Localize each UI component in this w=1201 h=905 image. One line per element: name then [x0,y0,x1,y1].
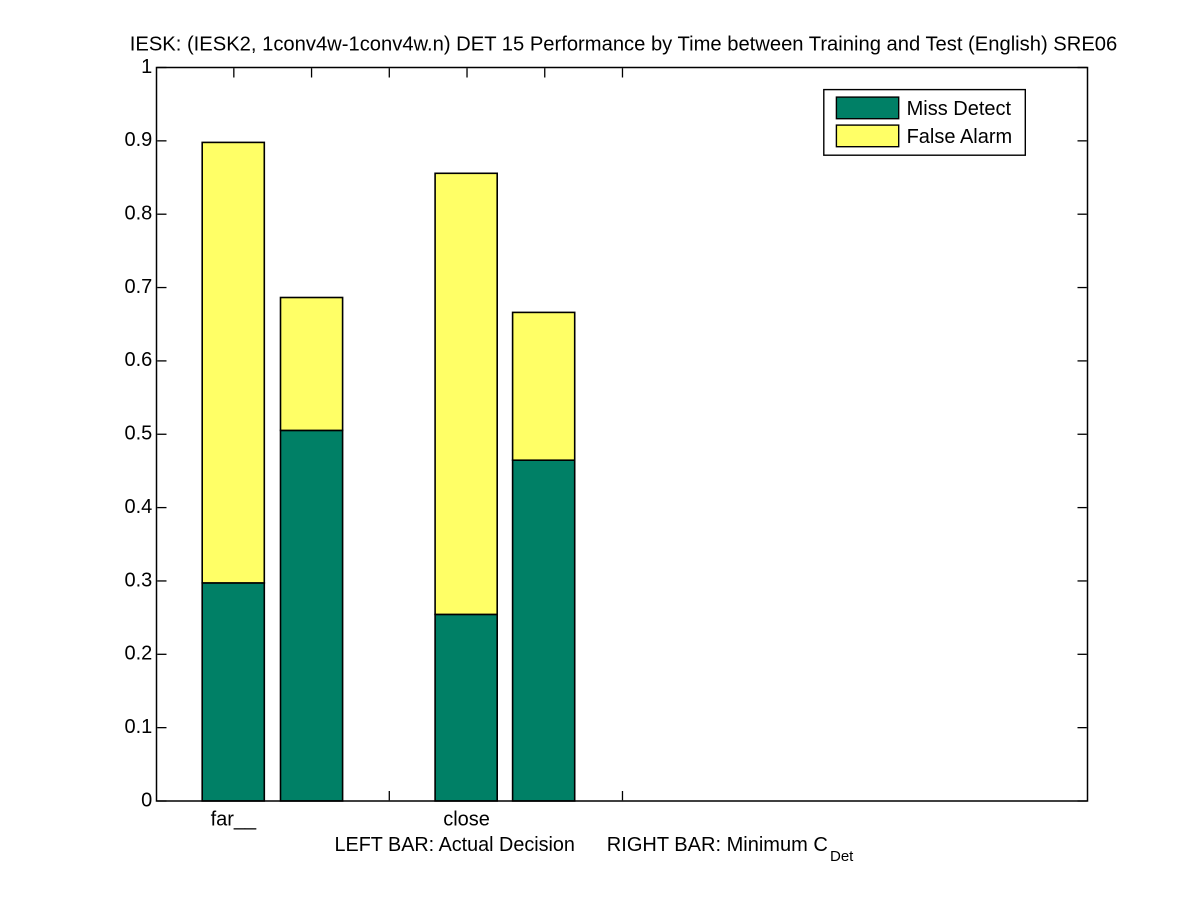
svg-text:0.2: 0.2 [124,643,152,665]
svg-text:far__: far__ [211,809,257,831]
svg-text:close: close [443,809,490,831]
svg-text:0.7: 0.7 [124,276,152,298]
svg-text:0.6: 0.6 [124,349,152,371]
svg-text:0.8: 0.8 [124,203,152,225]
svg-text:RIGHT BAR: Minimum C: RIGHT BAR: Minimum C [607,834,828,856]
svg-text:0.4: 0.4 [124,496,152,518]
svg-text:LEFT BAR: Actual Decision: LEFT BAR: Actual Decision [335,834,575,856]
svg-text:Det: Det [830,848,854,865]
svg-text:IESK: (IESK2, 1conv4w-1conv4w.: IESK: (IESK2, 1conv4w-1conv4w.n) DET 15 … [130,33,1118,55]
svg-text:0.3: 0.3 [124,569,152,591]
svg-text:Miss Detect: Miss Detect [907,98,1012,120]
svg-text:0: 0 [141,789,152,811]
svg-text:False Alarm: False Alarm [907,126,1013,148]
svg-text:1: 1 [141,56,152,78]
svg-text:0.9: 0.9 [124,129,152,151]
svg-text:0.1: 0.1 [124,716,152,738]
svg-text:0.5: 0.5 [124,423,152,445]
